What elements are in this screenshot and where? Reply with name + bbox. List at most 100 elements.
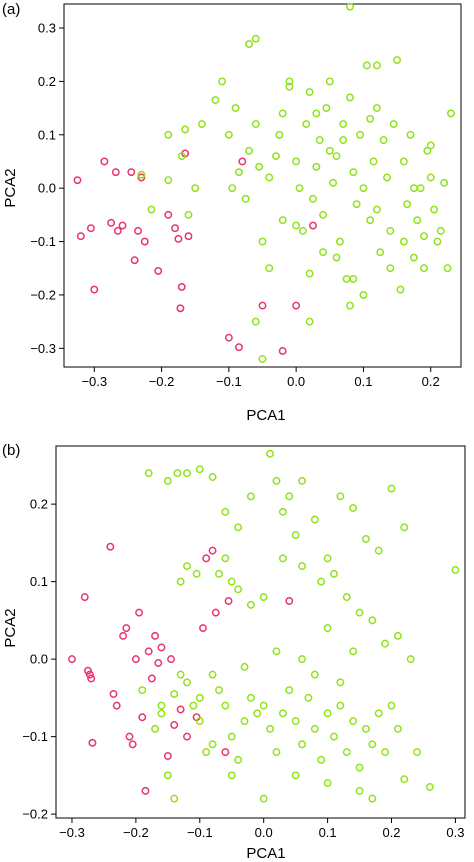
y-tick-label: 0.0 [30,652,48,667]
data-point-green [292,221,301,230]
data-point-green [272,748,281,757]
data-point-green [315,136,324,145]
data-point-green [272,647,281,656]
data-point-green [164,176,173,185]
y-tick-label: 0.1 [30,574,48,589]
plot-frame [63,3,462,368]
y-axis-title-b: PCA2 [2,608,19,647]
data-point-red [127,168,136,177]
data-point-red [163,752,172,760]
data-point-green [241,194,250,203]
data-point-green [374,709,383,718]
data-point-red [154,659,163,667]
data-point-red [112,701,121,710]
data-point-green [170,794,179,803]
data-point-green [379,136,388,145]
data-point-red [88,738,97,747]
data-point-red [87,674,96,683]
data-point-green [393,724,402,733]
data-point-green [346,2,354,11]
data-point-green [291,717,300,726]
data-point-green [278,109,287,118]
data-point-green [285,82,294,91]
data-point-green [173,469,182,478]
data-point-red [199,624,207,633]
data-point-green [336,678,345,687]
data-point-green [272,476,281,485]
data-point-green [151,724,160,733]
data-point-green [215,569,223,578]
data-point-red [170,721,179,729]
data-point-red [141,786,150,795]
data-point-green [157,701,166,710]
data-point-green [259,794,268,803]
data-point-green [409,253,418,262]
data-point-green [234,523,243,532]
data-point-green [310,670,319,679]
data-point-green [317,577,326,586]
data-point-green [240,662,249,671]
y-tick-label: 0.1 [38,127,56,142]
data-point-green [446,109,455,118]
data-point-green [374,546,383,555]
data-point-green [310,724,319,733]
data-point-green [292,157,301,166]
data-point-green [349,717,358,726]
data-point-green [170,690,179,698]
data-point-green [305,269,314,278]
data-point-green [228,184,237,193]
y-tick-label: −0.1 [30,234,56,249]
data-point-green [430,205,439,214]
data-point-green [285,686,294,695]
data-point-green [349,274,358,283]
data-point-green [192,569,201,578]
data-point-green [339,120,348,129]
data-point-green [361,535,370,543]
data-point-green [355,763,364,772]
data-point-red [76,232,85,241]
data-point-green [251,34,260,43]
data-point-red [278,347,287,355]
data-point-green [227,732,236,741]
data-point-green [387,484,396,493]
data-point-green [451,566,460,574]
data-point-red [86,224,95,233]
data-point-green [399,157,408,166]
data-point-green [246,492,255,501]
data-point-green [227,771,236,780]
data-point-green [298,655,306,664]
data-point-green [176,670,185,679]
data-point-green [245,40,253,48]
data-point-red [309,221,317,230]
data-point-green [295,184,304,193]
data-point-red [147,674,156,683]
data-point-red [184,232,193,241]
scatter-panel-b: (b) PCA1 PCA2 −0.3 −0.2 −0.1 0.0 0.1 0.2 0.3 −0… [2,442,466,862]
data-point-green [349,168,358,177]
data-point-green [393,56,402,65]
data-point-green [319,248,328,257]
data-point-green [330,732,338,741]
data-point-green [184,210,193,219]
data-point-green [298,476,306,485]
data-point-red [174,234,183,243]
data-point-red [130,256,139,265]
data-point-green [317,755,326,764]
data-point-green [138,686,147,695]
data-point-green [208,740,217,749]
data-point-green [291,531,300,540]
data-point-green [305,88,314,97]
data-point-green [195,465,204,474]
data-point-green [231,104,240,113]
data-point-green [361,724,370,733]
data-point-green [164,130,173,139]
data-point-green [298,740,306,749]
data-point-green [368,794,377,803]
data-point-green [406,655,415,664]
data-point-green [346,301,354,310]
data-point-green [278,554,287,563]
data-point-green [259,593,268,602]
data-point-green [342,274,351,283]
panel-label-b: (b) [2,442,20,459]
data-point-green [265,264,274,273]
